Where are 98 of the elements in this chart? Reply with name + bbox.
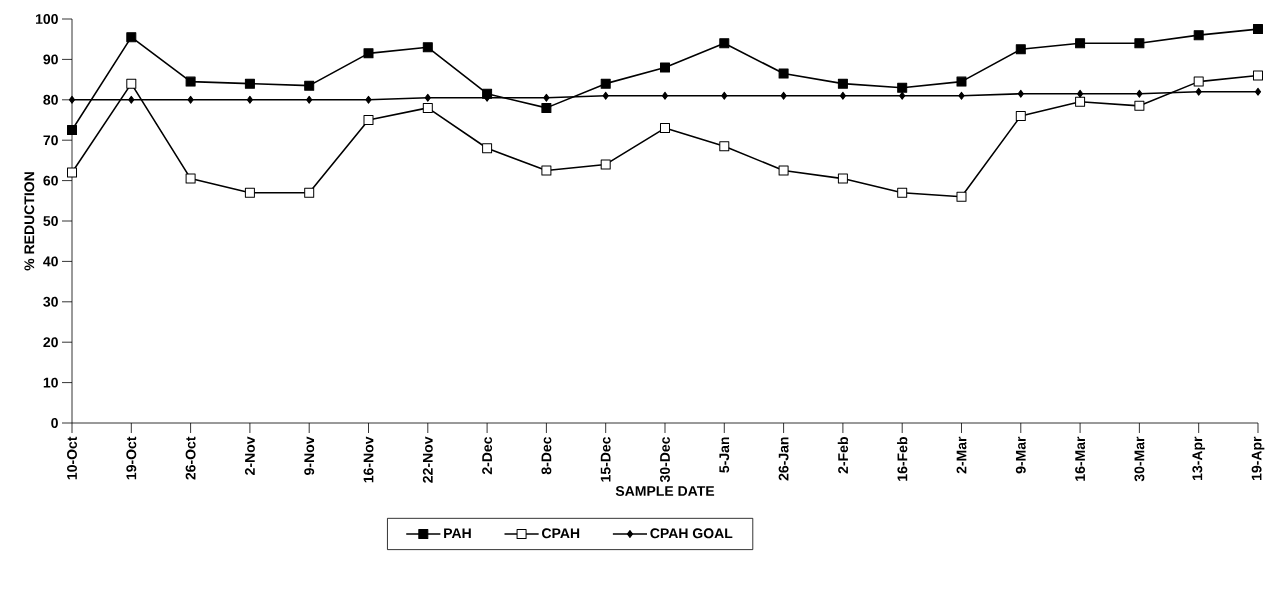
legend-label: CPAH GOAL [650,528,733,539]
x-tick-label: 2-Dec [482,436,493,475]
y-tick-label: 50 [43,216,58,226]
point [1017,89,1024,98]
point [719,141,730,152]
x-tick-label: 9-Nov [304,436,315,475]
point [1195,87,1202,96]
point [1136,89,1143,98]
point [839,91,847,100]
x-tick-label: 2-Nov [244,436,255,475]
y-tick-label: 20 [43,337,58,348]
point [958,91,965,100]
point [897,82,908,93]
y-tick-label: 100 [35,14,58,24]
x-tick-label: 19-Oct [126,436,137,480]
point [541,102,552,113]
point [244,78,255,89]
point [956,76,967,87]
point [185,173,196,184]
point [187,95,194,104]
x-tick-label: 5-Jan [719,437,730,473]
point [422,102,433,113]
point [244,187,255,198]
point [956,191,967,202]
point [660,62,670,73]
point [482,143,493,154]
y-tick-label: 70 [43,135,58,146]
y-tick-label: 60 [43,175,58,186]
x-tick-label: 15-Dec [600,436,611,482]
point [363,115,374,125]
legend-label: CPAH [542,528,580,539]
x-tick-label: 16-Feb [897,437,908,481]
x-tick-label: 30-Mar [1134,436,1145,482]
point [1254,87,1262,96]
y-axis-title: % REDUCTION [24,172,35,271]
point [778,165,789,176]
y-tick-label: 30 [43,296,58,307]
point [68,95,76,104]
y-tick-label: 40 [43,256,58,267]
x-tick-label: 22-Nov [422,436,433,483]
point [365,95,372,104]
x-tick-label: 26-Oct [185,436,196,480]
point [424,93,431,102]
point [306,95,313,104]
point [1134,100,1145,111]
x-axis-title: SAMPLE DATE [615,486,715,496]
y-tick-label: 90 [43,54,58,65]
point [67,167,78,178]
point [128,95,135,104]
point [1193,76,1204,87]
point [304,187,315,198]
point [1015,44,1026,55]
y-tick-label: 0 [51,418,58,428]
point [1134,38,1145,49]
point [1075,38,1086,49]
point [1075,96,1086,107]
x-tick-label: 8-Dec [541,436,552,475]
y-tick-label: 80 [43,94,58,105]
x-tick-label: 2-Mar [956,436,967,474]
point [541,165,552,176]
point [778,68,789,79]
point [600,159,611,170]
point [600,78,611,89]
point [1015,110,1026,121]
point [1076,89,1084,98]
x-tick-label: 26-Jan [778,437,789,481]
point [543,93,550,102]
x-tick-label: 9-Mar [1015,436,1026,474]
point [246,95,254,104]
point [719,38,730,49]
point [363,48,374,59]
point [67,125,78,136]
point [1193,30,1204,41]
point [837,173,848,184]
point [899,91,906,100]
x-tick-label: 10-Oct [67,436,77,480]
point [1252,24,1263,35]
point [185,76,196,87]
point [602,91,609,100]
point [837,78,848,89]
x-tick-label: 19-Apr [1251,436,1265,480]
point [304,80,315,91]
point [721,91,728,100]
point [126,32,137,43]
point [660,123,670,134]
point [780,91,787,100]
y-tick-label: 10 [43,377,58,388]
point [661,91,669,100]
x-tick-label: 16-Mar [1075,436,1086,481]
point [897,187,908,198]
point [126,78,137,89]
x-tick-label: 13-Apr [1192,436,1206,480]
x-tick-label: 2-Feb [837,437,849,474]
x-tick-label: 30-Dec [660,436,670,483]
legend-label: PAH [444,528,471,539]
point [422,42,433,53]
x-tick-label: 16-Nov [363,436,374,483]
point [1252,70,1263,81]
